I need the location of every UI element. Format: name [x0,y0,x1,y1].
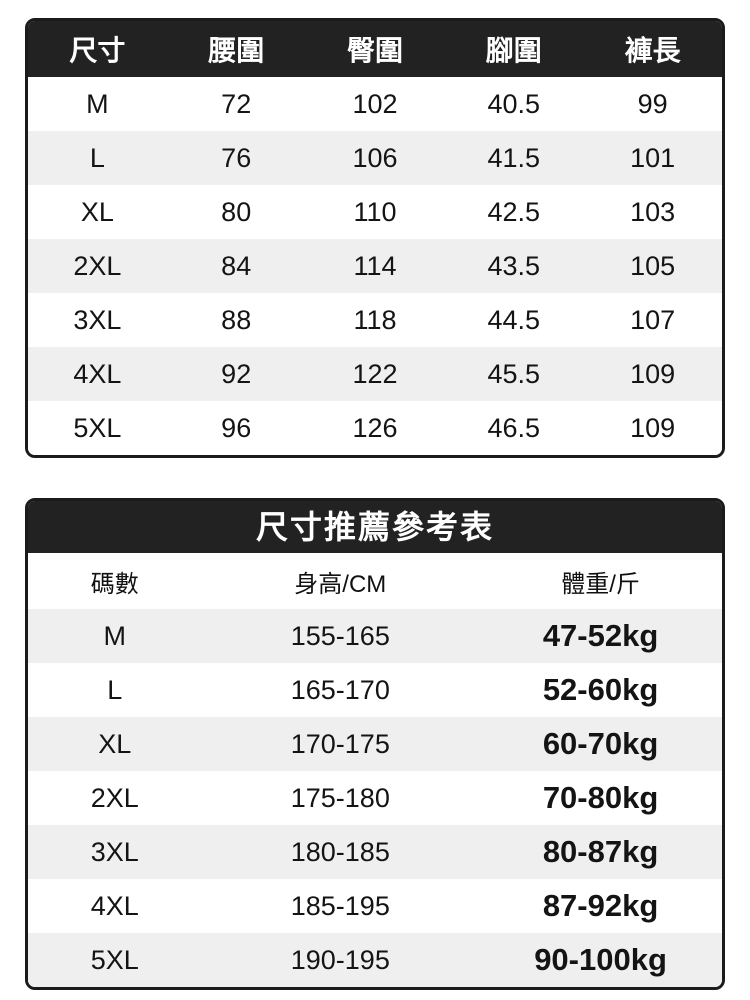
table-cell: 72 [166,77,306,131]
column-header: 尺寸 [28,21,167,77]
table-row: XL 170-175 60-70kg [28,717,722,771]
header-row: 尺寸 腰圍 臀圍 腳圍 褲長 [28,21,722,77]
table-cell: M [28,77,167,131]
table-cell: 80-87kg [479,825,722,879]
header-row: 碼數 身高/CM 體重/斤 [28,553,722,609]
table-cell: 45.5 [444,347,584,401]
table-cell: 118 [305,293,445,347]
table-cell: 190-195 [201,933,480,987]
measurement-table-body: M 72 102 40.5 99 L 76 106 41.5 101 XL 80 110 42.5 103 2… [28,77,722,455]
table-cell: 87-92kg [479,879,722,933]
table-cell: L [28,131,167,185]
column-header: 褲長 [583,21,722,77]
table-cell: 114 [305,239,445,293]
table-row: 5XL 190-195 90-100kg [28,933,722,987]
table-cell: XL [28,717,202,771]
table-row: 4XL 185-195 87-92kg [28,879,722,933]
recommendation-table-body: M 155-165 47-52kg L 165-170 52-60kg XL 170-175 6… [28,609,722,987]
table-cell: 70-80kg [479,771,722,825]
table-cell: 3XL [28,293,167,347]
table-cell: 175-180 [201,771,480,825]
table-cell: 122 [305,347,445,401]
table-row: 3XL 88 118 44.5 107 [28,293,722,347]
table-cell: 2XL [28,771,202,825]
table-cell: 110 [305,185,445,239]
table-cell: 5XL [28,401,167,455]
table-row: 2XL 84 114 43.5 105 [28,239,722,293]
measurement-table-container: 尺寸 腰圍 臀圍 腳圍 褲長 M 72 102 40.5 99 L 76 106 41.5 101 XL 80… [25,18,725,458]
table-cell: 92 [166,347,306,401]
table-cell: 84 [166,239,306,293]
table-cell: 5XL [28,933,202,987]
table-cell: 165-170 [201,663,480,717]
table-cell: 60-70kg [479,717,722,771]
table-cell: 52-60kg [479,663,722,717]
measurement-table: 尺寸 腰圍 臀圍 腳圍 褲長 M 72 102 40.5 99 L 76 106 41.5 101 XL 80… [28,21,722,455]
table-cell: 88 [166,293,306,347]
table-cell: 170-175 [201,717,480,771]
measurement-table-header: 尺寸 腰圍 臀圍 腳圍 褲長 [28,21,722,77]
recommendation-table: 碼數 身高/CM 體重/斤 M 155-165 47-52kg L 165-170 52-60… [28,553,722,987]
table-row: M 155-165 47-52kg [28,609,722,663]
table-cell: 4XL [28,347,167,401]
table-row: L 165-170 52-60kg [28,663,722,717]
table-cell: 109 [583,347,722,401]
table-cell: 96 [166,401,306,455]
table-row: 4XL 92 122 45.5 109 [28,347,722,401]
column-header: 臀圍 [305,21,445,77]
table-row: M 72 102 40.5 99 [28,77,722,131]
table-cell: 3XL [28,825,202,879]
table-cell: 106 [305,131,445,185]
table-row: 5XL 96 126 46.5 109 [28,401,722,455]
table-cell: 105 [583,239,722,293]
table-cell: 80 [166,185,306,239]
table-cell: 185-195 [201,879,480,933]
table-cell: 102 [305,77,445,131]
table-row: XL 80 110 42.5 103 [28,185,722,239]
table-cell: L [28,663,202,717]
table-cell: 42.5 [444,185,584,239]
column-header: 身高/CM [201,553,480,609]
column-header: 腰圍 [166,21,306,77]
table-row: 3XL 180-185 80-87kg [28,825,722,879]
table-cell: 109 [583,401,722,455]
column-header: 體重/斤 [479,553,722,609]
table-cell: 126 [305,401,445,455]
table-cell: 4XL [28,879,202,933]
table-cell: 41.5 [444,131,584,185]
table-cell: 46.5 [444,401,584,455]
recommendation-table-title: 尺寸推薦參考表 [28,501,722,553]
table-cell: M [28,609,202,663]
table-cell: 2XL [28,239,167,293]
table-cell: 47-52kg [479,609,722,663]
column-header: 腳圍 [444,21,584,77]
table-cell: 43.5 [444,239,584,293]
recommendation-table-container: 尺寸推薦參考表 碼數 身高/CM 體重/斤 M 155-165 47-52kg L 165-… [25,498,725,990]
table-row: L 76 106 41.5 101 [28,131,722,185]
table-cell: XL [28,185,167,239]
column-header: 碼數 [28,553,202,609]
recommendation-table-header: 碼數 身高/CM 體重/斤 [28,553,722,609]
table-cell: 180-185 [201,825,480,879]
table-cell: 90-100kg [479,933,722,987]
table-cell: 103 [583,185,722,239]
table-cell: 107 [583,293,722,347]
table-cell: 76 [166,131,306,185]
table-cell: 44.5 [444,293,584,347]
table-cell: 101 [583,131,722,185]
table-cell: 99 [583,77,722,131]
table-cell: 40.5 [444,77,584,131]
table-row: 2XL 175-180 70-80kg [28,771,722,825]
table-cell: 155-165 [201,609,480,663]
